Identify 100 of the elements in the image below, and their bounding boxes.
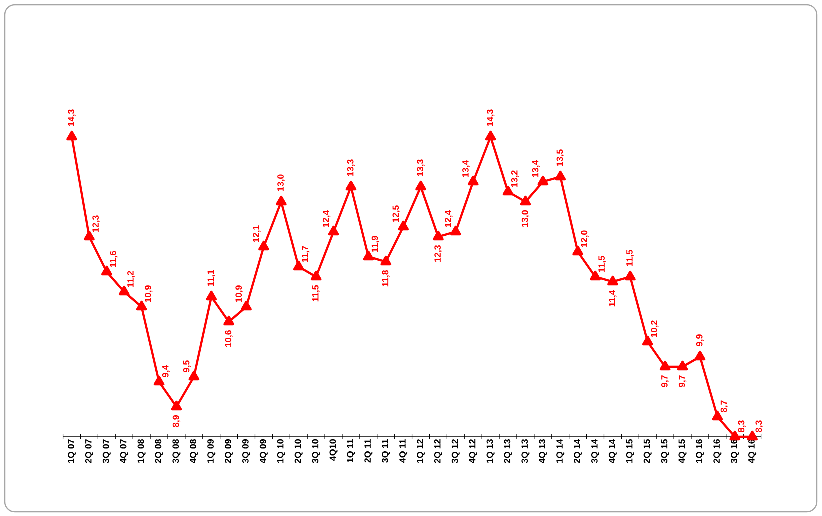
x-tick-label: 3Q 15 <box>661 439 670 464</box>
data-label: 8,3 <box>738 420 746 433</box>
point <box>642 336 654 346</box>
data-label: 11,5 <box>626 250 634 266</box>
data-label: 11,7 <box>302 246 310 262</box>
point <box>346 180 357 191</box>
data-label: 13,0 <box>522 210 530 228</box>
x-tick-label: 1Q 10 <box>277 440 286 464</box>
point <box>433 230 444 241</box>
point <box>328 226 340 236</box>
data-label: 13,5 <box>556 150 564 166</box>
x-tick-label: 3Q 10 <box>312 440 320 464</box>
x-tick-label: 3Q 12 <box>452 440 460 464</box>
data-label: 11,6 <box>110 251 118 268</box>
x-tick-label: 2Q 08 <box>155 439 164 464</box>
point <box>660 360 671 371</box>
x-tick-label: 2Q 13 <box>504 440 512 464</box>
point <box>398 220 409 231</box>
point <box>572 246 584 256</box>
x-tick-label: 2Q 16 <box>714 440 722 464</box>
data-label: 12,1 <box>253 226 261 242</box>
data-label: 13,4 <box>462 160 470 178</box>
point <box>677 360 688 371</box>
x-tick-label: 4Q 07 <box>120 440 128 464</box>
point <box>171 400 182 411</box>
data-label: 9,7 <box>678 376 687 388</box>
point <box>293 260 304 271</box>
point <box>730 430 741 441</box>
point <box>747 430 758 441</box>
point <box>608 276 618 286</box>
point <box>276 196 287 206</box>
data-label: 12,3 <box>92 216 100 232</box>
point <box>485 130 496 141</box>
data-label: 10,6 <box>225 330 233 348</box>
data-label: 11,8 <box>382 270 390 287</box>
data-label: 12,0 <box>581 230 589 248</box>
point <box>363 250 374 261</box>
point <box>84 230 95 241</box>
data-label: 14,3 <box>68 110 76 126</box>
data-label: 8,3 <box>756 420 764 433</box>
data-label: 9,7 <box>661 376 670 388</box>
data-label: 13,2 <box>511 170 520 188</box>
x-tick-label: 3Q 08 <box>172 439 181 464</box>
data-label: 13,0 <box>278 174 286 192</box>
x-tick-label: 1Q 13 <box>486 440 495 464</box>
data-label: 9,9 <box>696 334 704 346</box>
point <box>136 300 148 311</box>
x-tick-label: 3Q 11 <box>382 439 390 463</box>
x-tick-label: 3Q 14 <box>591 439 600 464</box>
point <box>224 316 234 326</box>
x-tick-label: 4Q 14 <box>608 439 617 464</box>
point <box>712 410 724 421</box>
data-label: 8,7 <box>720 400 728 413</box>
x-tick-label: 4Q 13 <box>539 440 548 464</box>
x-tick-label: 4Q 12 <box>469 440 478 464</box>
x-tick-label: 2Q 15 <box>644 439 652 464</box>
x-tick-label: 4Q 15 <box>678 439 687 464</box>
x-tick-label: 3Q 13 <box>522 440 530 464</box>
point <box>624 270 636 281</box>
point <box>468 176 479 186</box>
point <box>258 240 270 251</box>
x-tick-label: 4Q10 <box>330 440 338 461</box>
data-label: 10,9 <box>236 286 244 302</box>
data-label: 12,4 <box>445 210 453 228</box>
data-label: 9,5 <box>183 360 191 372</box>
x-tick-label: 1Q 16 <box>696 440 704 464</box>
x-tick-label: 1Q 14 <box>556 439 565 464</box>
point <box>101 266 112 276</box>
data-label: 10,2 <box>651 320 659 338</box>
x-tick-label: 4Q 08 <box>190 439 198 464</box>
x-tick-label: 4Q 09 <box>260 440 268 464</box>
x-tick-label: 3Q 09 <box>242 440 251 464</box>
x-tick-label: 1Q 15 <box>626 439 634 464</box>
data-label: 10,9 <box>144 286 153 302</box>
point <box>206 290 218 301</box>
point <box>520 196 532 206</box>
point <box>241 300 252 311</box>
point <box>188 370 200 381</box>
data-label: 13,4 <box>532 160 540 178</box>
x-tick-label: 2Q 14 <box>574 439 582 464</box>
data-label: 11,9 <box>372 236 380 252</box>
data-label: 12,5 <box>392 206 400 222</box>
x-tick-label: 1Q 09 <box>208 440 216 464</box>
x-tick-label: 2Q 09 <box>225 440 234 464</box>
x-tick-label: 1Q 07 <box>68 440 76 464</box>
x-tick-label: 2Q 11 <box>364 439 373 463</box>
data-label: 12,4 <box>322 210 331 228</box>
x-tick-label: 2Q 10 <box>294 440 303 464</box>
point <box>66 130 78 141</box>
data-label: 11,5 <box>598 256 606 272</box>
data-label: 11,1 <box>208 270 216 286</box>
x-tick-label: 2Q 07 <box>85 440 94 464</box>
point <box>118 286 130 296</box>
x-tick-label: 1Q 11 <box>347 439 356 463</box>
point <box>380 256 392 266</box>
point <box>310 270 322 281</box>
point <box>694 350 706 361</box>
data-label: 13,3 <box>347 160 356 176</box>
point <box>154 376 165 386</box>
x-tick-label: 1Q 08 <box>138 439 146 464</box>
